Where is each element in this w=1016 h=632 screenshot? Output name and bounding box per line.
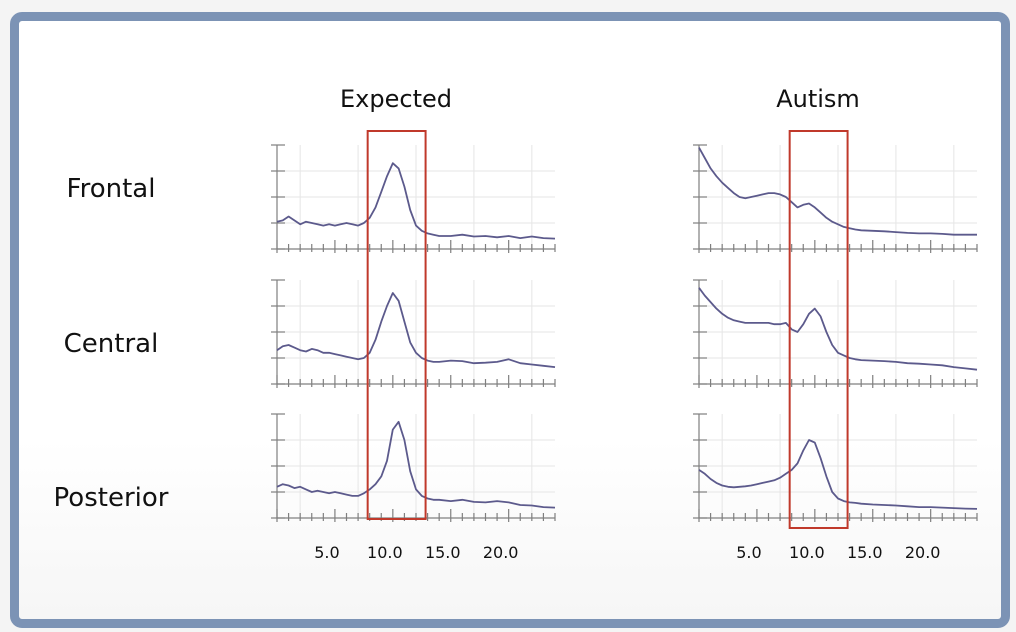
row-label-frontal: Frontal bbox=[67, 174, 156, 204]
column-title-autism: Autism bbox=[776, 85, 860, 113]
column-title-expected: Expected bbox=[340, 85, 452, 113]
spectrum-line bbox=[698, 439, 978, 510]
spectrum-line bbox=[276, 162, 556, 240]
spectrum-line bbox=[276, 420, 556, 509]
x-tick-label: 10.0 bbox=[789, 543, 825, 562]
spectrum-line bbox=[698, 287, 978, 371]
x-tick-label: 15.0 bbox=[847, 543, 883, 562]
x-tick-label: 5.0 bbox=[314, 543, 339, 562]
eeg-spectra-figure: Expected Autism Frontal Central Posterior 5.0… bbox=[54, 85, 978, 562]
x-tick-label: 15.0 bbox=[425, 543, 461, 562]
alpha-band-highlight bbox=[366, 130, 427, 520]
x-tick-label: 20.0 bbox=[483, 543, 519, 562]
x-tick-label: 5.0 bbox=[736, 543, 761, 562]
spectrum-line bbox=[276, 292, 556, 368]
row-label-central: Central bbox=[64, 329, 159, 359]
alpha-band-highlight bbox=[788, 130, 849, 529]
slide-frame: Expected Autism Frontal Central Posterior 5.0… bbox=[10, 12, 1010, 628]
x-tick-label: 10.0 bbox=[367, 543, 403, 562]
row-label-posterior: Posterior bbox=[54, 483, 169, 513]
x-tick-label: 20.0 bbox=[905, 543, 941, 562]
spectrum-line bbox=[698, 147, 977, 236]
